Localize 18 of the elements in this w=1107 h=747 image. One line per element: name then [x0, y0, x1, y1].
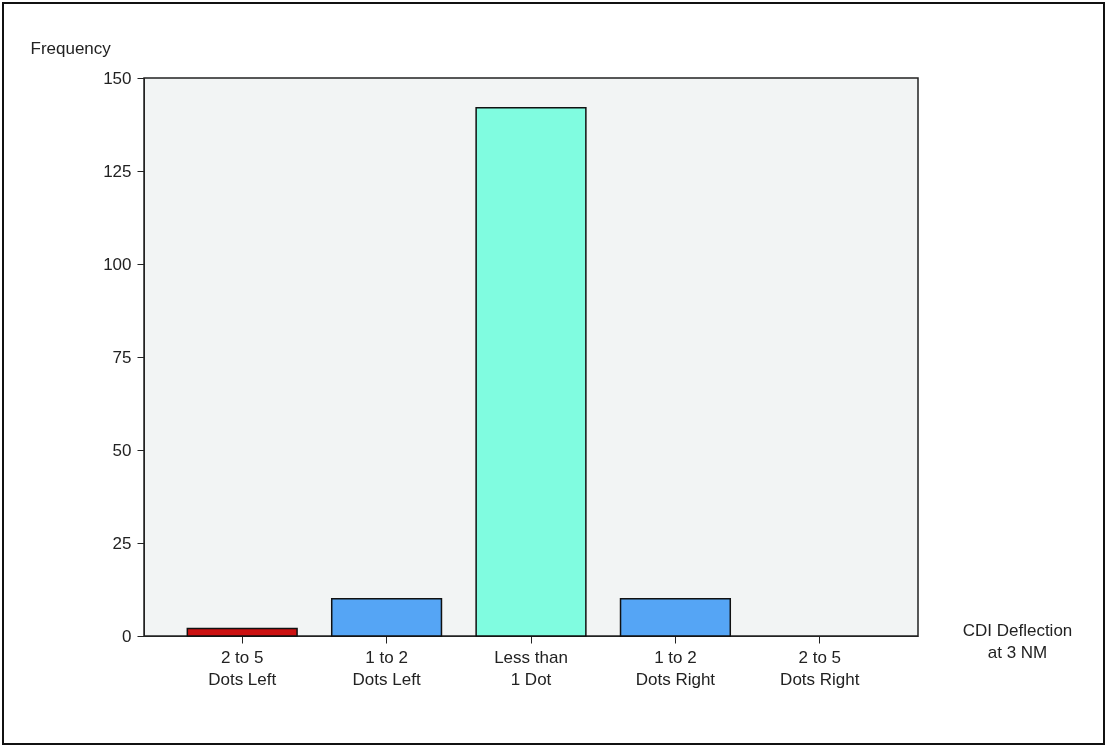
- x-axis-title: CDI Deflection at 3 NM: [962, 620, 1073, 662]
- y-tick-label: 100: [103, 254, 132, 274]
- y-axis-title: Frequency: [30, 38, 112, 58]
- y-tick-label: 50: [112, 440, 132, 460]
- bar: [475, 107, 587, 637]
- x-tick-label: 2 to 5 Dots Left: [208, 647, 277, 689]
- y-tick-label: 25: [112, 533, 132, 553]
- bar: [330, 598, 443, 637]
- x-tick-label: 1 to 2 Dots Left: [352, 647, 421, 689]
- x-tick-label: 2 to 5 Dots Right: [780, 647, 860, 689]
- x-tick-label: Less than 1 Dot: [494, 647, 568, 689]
- bar: [186, 627, 298, 637]
- y-tick-label: 75: [112, 347, 132, 367]
- bar: [619, 598, 732, 637]
- y-tick-label: 150: [103, 68, 132, 88]
- y-tick-label: 0: [122, 626, 132, 646]
- y-tick-label: 125: [103, 161, 132, 181]
- x-tick-label: 1 to 2 Dots Right: [635, 647, 716, 689]
